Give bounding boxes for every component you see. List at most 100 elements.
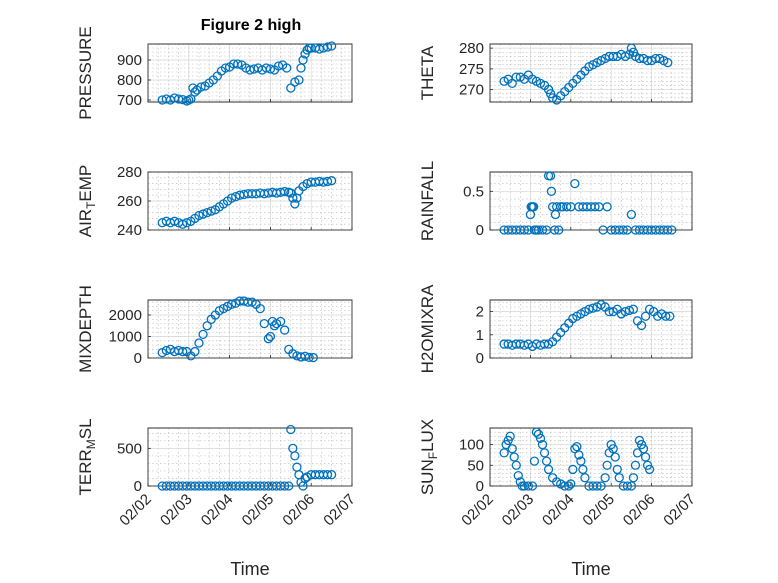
- data-point: [511, 460, 521, 470]
- data-point: [304, 352, 314, 363]
- data-point: [507, 444, 517, 454]
- x-tick-label: 02/05: [239, 491, 278, 530]
- data-point: [529, 456, 540, 466]
- data-point: [626, 209, 637, 220]
- subplot-mixdepth: 0 1000 2000 MIXDEPTH: [76, 285, 353, 373]
- x-tick-label: 02/03: [499, 491, 538, 530]
- data-point: [513, 470, 523, 481]
- data-point: [206, 206, 216, 216]
- y-axis-label: H2OMIXRA: [418, 284, 437, 373]
- data-point: [220, 63, 231, 73]
- y-tick-label: 1000: [109, 329, 142, 346]
- data-point: [564, 481, 574, 491]
- data-point: [198, 209, 208, 219]
- y-tick-label: 2000: [109, 307, 142, 324]
- x-tick-label: 02/04: [198, 491, 237, 530]
- data-point: [243, 297, 253, 307]
- data-point: [286, 188, 296, 198]
- y-axis-label: TERRMSL: [76, 418, 98, 495]
- y-tick-label: 500: [117, 440, 142, 457]
- data-point: [233, 59, 243, 69]
- y-tick-label: 100: [459, 437, 484, 454]
- data-point: [284, 481, 294, 491]
- y-tick-label: 280: [459, 40, 484, 57]
- subplot-terr-msl: 0 500 TERRMSL 02/02 02/03 02/04 02/05 02/06 02/0…: [76, 418, 359, 579]
- subplot-sun-flux: 0 50 100 SUNFLUX 02/02 02/03 02/04 02/05 02/06 02…: [418, 419, 699, 579]
- data-point: [545, 171, 556, 181]
- x-tick-label: 02/07: [320, 491, 359, 530]
- data-point: [178, 219, 188, 229]
- data-point: [265, 331, 276, 342]
- data-point: [552, 202, 562, 212]
- figure-title: Figure 2 high: [201, 17, 301, 34]
- x-tick-label: 02/07: [660, 491, 699, 530]
- data-point: [202, 207, 212, 218]
- data-point: [282, 63, 292, 73]
- data-point: [554, 225, 564, 235]
- data-point: [190, 87, 200, 97]
- data-point: [290, 451, 300, 461]
- data-point: [280, 186, 290, 197]
- subplot-pressure: 700 800 900 PRESSURE: [76, 26, 353, 120]
- data-point: [169, 216, 180, 226]
- data-point: [294, 75, 304, 85]
- data-point: [194, 338, 204, 348]
- data-point: [322, 470, 333, 480]
- data-point: [614, 473, 624, 483]
- subplot-rainfall: 0 0.5 RAINFALL: [418, 161, 693, 241]
- data-point: [612, 464, 622, 475]
- axes-frame: [489, 43, 693, 103]
- x-tick-label: 02/06: [620, 491, 659, 530]
- data-point: [562, 202, 572, 212]
- axes-frame: [489, 171, 693, 231]
- data-point: [570, 178, 580, 189]
- axes-frame: [489, 299, 693, 359]
- data-point: [600, 473, 610, 483]
- data-point: [288, 193, 298, 203]
- data-point: [194, 210, 204, 221]
- axes-frame: [147, 171, 353, 231]
- data-point: [202, 321, 212, 331]
- data-point: [584, 304, 594, 314]
- data-point: [539, 448, 550, 458]
- subplot-air-temp: 240 260 280 AIRTEMP: [76, 164, 353, 239]
- data-point: [535, 433, 546, 444]
- data-point: [566, 479, 576, 489]
- x-tick-label: 02/04: [539, 491, 578, 530]
- data-point: [549, 225, 560, 235]
- data-point: [326, 470, 337, 480]
- y-tick-label: 0: [476, 222, 484, 239]
- data-point: [326, 176, 337, 186]
- data-point: [198, 329, 208, 340]
- y-tick-label: 275: [459, 61, 484, 78]
- data-point: [628, 304, 639, 314]
- data-point: [663, 225, 673, 235]
- y-axis-label: AIRTEMP: [76, 165, 98, 238]
- data-point: [259, 318, 269, 329]
- data-point: [196, 82, 206, 92]
- data-point: [280, 325, 290, 335]
- y-tick-label: 270: [459, 82, 484, 99]
- data-point: [537, 225, 548, 235]
- data-point: [665, 311, 675, 321]
- data-point: [596, 481, 606, 491]
- data-point: [590, 202, 600, 212]
- data-point: [638, 444, 649, 454]
- data-point: [608, 444, 618, 454]
- subplot-h2omixra: 0 1 2 H2OMIXRA: [418, 284, 693, 373]
- data-point: [604, 306, 614, 317]
- data-point: [622, 481, 633, 491]
- data-point: [231, 191, 241, 202]
- y-axis-label: MIXDEPTH: [76, 285, 95, 373]
- y-tick-label: 0: [134, 478, 142, 495]
- y-tick-label: 0: [476, 350, 484, 367]
- data-point: [537, 439, 548, 450]
- data-point: [178, 346, 188, 357]
- data-point: [628, 473, 639, 483]
- axes-frame: [147, 299, 353, 359]
- data-point: [190, 346, 200, 357]
- data-point: [640, 311, 651, 321]
- subplot-theta: 270 275 280 THETA: [418, 40, 693, 105]
- data-point: [580, 473, 590, 483]
- data-point: [541, 456, 552, 466]
